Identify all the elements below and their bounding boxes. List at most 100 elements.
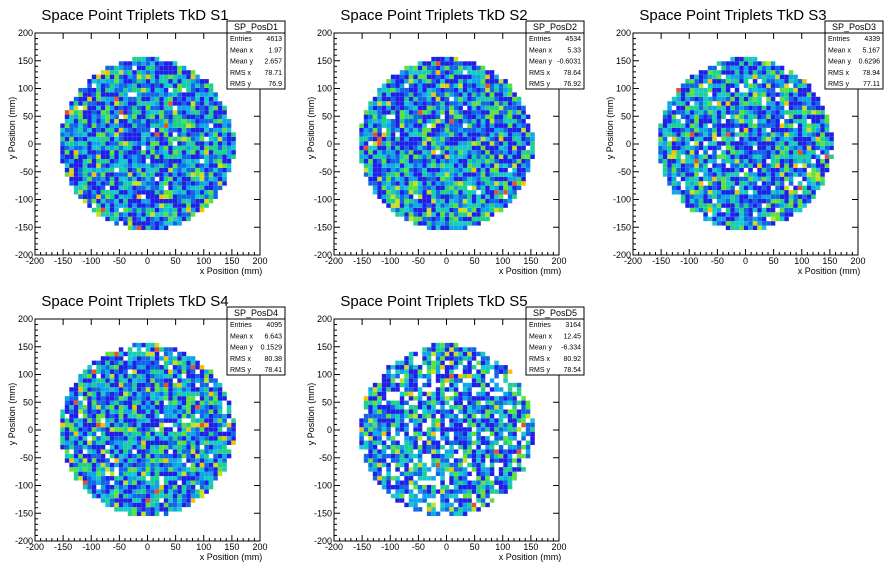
bin [136, 181, 142, 186]
bin [91, 378, 97, 383]
bin [453, 56, 459, 62]
bin [109, 396, 115, 401]
bin [150, 378, 155, 383]
bin [105, 101, 110, 106]
bin [141, 136, 146, 142]
bin [87, 167, 92, 173]
bin [779, 79, 785, 84]
bin [444, 119, 450, 124]
bin [91, 436, 97, 441]
bin [163, 119, 169, 124]
bin [413, 105, 418, 111]
bin [449, 176, 454, 182]
bin [797, 150, 803, 155]
bin [734, 70, 740, 75]
bin [698, 185, 704, 191]
bin [141, 462, 146, 468]
bin [73, 440, 79, 445]
bin [69, 444, 74, 450]
bin [204, 198, 209, 204]
bin [91, 449, 97, 454]
bin [775, 119, 780, 124]
bin [159, 502, 164, 508]
bin [458, 212, 463, 217]
bin [132, 176, 137, 182]
bin [444, 96, 450, 102]
bin [404, 145, 409, 151]
bin [480, 163, 486, 168]
bin [507, 185, 513, 191]
bin [208, 136, 214, 142]
bin [503, 150, 508, 155]
bin [712, 145, 717, 151]
bin [105, 484, 110, 490]
bin [141, 96, 146, 102]
bin [775, 74, 780, 80]
bin [689, 114, 695, 120]
bin [716, 87, 722, 93]
bin [395, 150, 400, 155]
bin [69, 409, 74, 414]
bin [96, 418, 101, 423]
bin [172, 167, 178, 173]
bin [779, 145, 785, 151]
bin [413, 172, 418, 177]
bin [199, 467, 205, 472]
bin [707, 194, 713, 199]
bin [181, 391, 187, 397]
bin [132, 360, 137, 366]
bin [136, 167, 142, 173]
bin [168, 79, 173, 84]
bin [109, 387, 115, 392]
bin [141, 216, 146, 222]
bin [177, 431, 182, 437]
bin [105, 96, 110, 102]
bin [494, 194, 499, 199]
bin [132, 136, 137, 142]
panel-title: Space Point Triplets TkD S1 [41, 7, 228, 24]
bin [204, 409, 209, 414]
bin [770, 70, 776, 75]
bin [422, 190, 427, 195]
bin [154, 96, 160, 102]
bin [467, 190, 472, 195]
bin [399, 181, 405, 186]
bin [662, 154, 668, 159]
bin [784, 154, 789, 159]
bin [797, 105, 803, 111]
bin [507, 114, 513, 120]
bin [181, 105, 187, 111]
bin [114, 489, 119, 494]
bin [399, 96, 405, 102]
bin [721, 203, 726, 208]
bin [172, 498, 178, 503]
bin [177, 369, 182, 374]
bin [485, 145, 490, 151]
bin [204, 163, 209, 168]
bin [770, 119, 776, 124]
bin [802, 198, 807, 204]
bin [199, 418, 205, 423]
bin [105, 467, 110, 472]
bin [377, 190, 382, 195]
bin [788, 101, 794, 106]
bin [127, 181, 133, 186]
bin [172, 489, 178, 494]
bin [168, 440, 173, 445]
bin [159, 194, 164, 199]
bin [404, 132, 409, 137]
bin [372, 123, 378, 128]
bin [725, 83, 731, 88]
bin [507, 194, 513, 199]
bin [390, 203, 396, 208]
bin [213, 123, 218, 128]
bin [190, 92, 196, 97]
bin [721, 87, 726, 93]
x-tick-label: -150 [353, 256, 371, 266]
bin [381, 181, 387, 186]
bin [485, 150, 490, 155]
bin [100, 493, 106, 499]
bin [716, 216, 722, 222]
bin [109, 190, 115, 195]
